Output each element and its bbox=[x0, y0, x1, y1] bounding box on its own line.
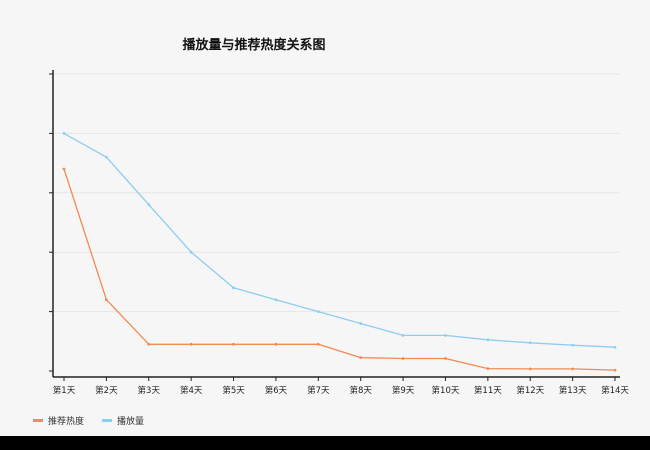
x-tick-label: 第2天 bbox=[95, 385, 118, 396]
data-point bbox=[147, 342, 151, 346]
x-tick-label: 第3天 bbox=[138, 385, 161, 396]
data-point bbox=[62, 132, 66, 135]
data-point bbox=[613, 345, 617, 349]
data-point bbox=[62, 167, 66, 171]
legend-item: 推荐热度 bbox=[33, 414, 84, 427]
data-point bbox=[528, 341, 532, 345]
series-line-1 bbox=[63, 168, 616, 371]
data-point bbox=[316, 342, 320, 346]
grid-lines bbox=[53, 73, 620, 313]
x-tick-label: 第5天 bbox=[222, 385, 245, 396]
data-point bbox=[444, 357, 447, 360]
data-point bbox=[232, 342, 235, 346]
axes bbox=[49, 70, 620, 381]
data-point bbox=[232, 286, 235, 290]
legend-swatch bbox=[33, 419, 43, 422]
x-tick-label: 第4天 bbox=[180, 385, 203, 396]
data-point bbox=[613, 368, 617, 372]
data-point bbox=[189, 342, 193, 346]
x-tick-label: 第11天 bbox=[474, 385, 502, 396]
data-point bbox=[104, 155, 108, 159]
series-lines bbox=[62, 132, 617, 372]
data-point bbox=[147, 203, 151, 207]
x-tick-label: 第1天 bbox=[53, 385, 76, 396]
data-point bbox=[444, 333, 447, 337]
series-line-2 bbox=[63, 132, 616, 348]
chart-title: 播放量与推荐热度关系图 bbox=[182, 38, 326, 53]
data-point bbox=[274, 342, 278, 346]
data-point bbox=[104, 298, 108, 302]
data-point bbox=[486, 367, 490, 371]
tick-labels: 第1天 第2天 第3天 第4天 第5天 第6天 第7天 第8天 第9天 第10天 第11天 第12天 第… bbox=[53, 385, 630, 396]
data-point bbox=[316, 310, 320, 313]
legend-swatch bbox=[102, 419, 113, 422]
data-point bbox=[571, 343, 575, 347]
data-point bbox=[401, 357, 405, 360]
x-tick-label: 第12天 bbox=[516, 385, 544, 396]
data-point bbox=[359, 356, 363, 360]
legend-item: 播放量 bbox=[102, 414, 144, 427]
data-point bbox=[359, 322, 363, 325]
data-point bbox=[528, 367, 532, 371]
x-tick-label: 第7天 bbox=[307, 385, 330, 396]
chart-canvas: 播放量与推荐热度关系图 第1天 第2天 第3天 第4天 第5天 第6天 第7天 第8天 第9天第… bbox=[0, 0, 650, 436]
line-chart: 第1天 第2天 第3天 第4天 第5天 第6天 第7天 第8天 第9天 第10天 第11天 第12天 第… bbox=[49, 70, 630, 396]
x-tick-label: 第10天 bbox=[432, 385, 460, 396]
data-point bbox=[486, 338, 490, 342]
x-tick-label: 第6天 bbox=[265, 385, 288, 396]
data-point bbox=[571, 367, 575, 371]
data-point bbox=[401, 333, 405, 337]
data-point bbox=[274, 298, 278, 302]
legend-label: 推荐热度 bbox=[48, 417, 85, 427]
data-point bbox=[189, 250, 193, 254]
x-tick-label: 第8天 bbox=[349, 385, 372, 396]
x-tick-label: 第14天 bbox=[601, 385, 629, 396]
chart-legend: 推荐热度 播放量 bbox=[33, 414, 144, 427]
x-tick-label: 第13天 bbox=[559, 385, 587, 396]
x-tick-label: 第9天 bbox=[392, 385, 415, 396]
legend-label: 播放量 bbox=[117, 417, 145, 427]
bottom-bar bbox=[0, 436, 650, 450]
